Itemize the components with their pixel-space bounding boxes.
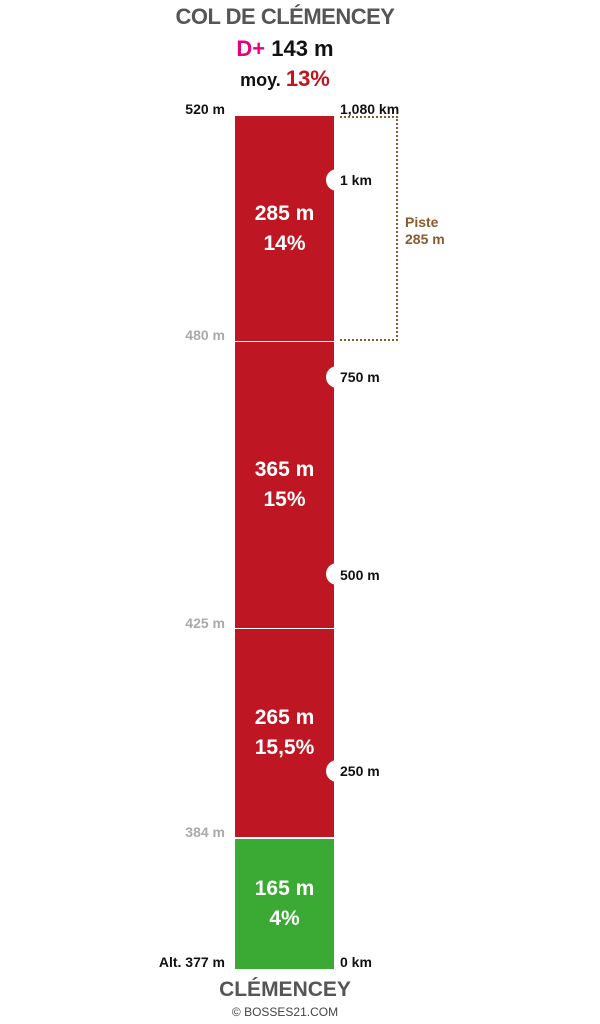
avg-value: 13%: [285, 66, 330, 91]
segment-1-length: 285 m: [254, 201, 315, 225]
distance-250m: 250 m: [340, 763, 380, 779]
segment-3-length: 265 m: [254, 706, 315, 729]
segment-4: 165 m 4%: [235, 839, 334, 969]
segment-2: 365 m 15%: [235, 342, 334, 628]
segment-4-length: 165 m: [254, 877, 315, 900]
copyright: © BOSSES21.COM: [231, 1005, 339, 1019]
altitude-384: 384 m: [185, 824, 225, 840]
altitude-base: Alt. 377 m: [158, 954, 225, 970]
distance-top: 1,080 km: [340, 101, 400, 117]
piste-bracket: [340, 116, 398, 341]
dplus-value: 143 m: [271, 36, 334, 61]
altitude-425: 425 m: [185, 615, 225, 631]
climb-title: COL DE CLÉMENCEY: [175, 4, 395, 29]
segment-1: 285 m 14%: [235, 116, 334, 341]
distance-1km: 1 km: [340, 172, 372, 188]
piste-length: 285 m: [405, 231, 445, 247]
altitude-top: 520 m: [185, 101, 225, 117]
elevation-gain: D+ 143 m: [0, 36, 570, 62]
start-location: CLÉMENCEY: [219, 978, 351, 1001]
notch-750m: [326, 366, 342, 388]
segment-3: 265 m 15,5%: [235, 629, 334, 837]
distance-500m: 500 m: [340, 567, 380, 583]
piste-annotation: Piste 285 m: [405, 214, 445, 248]
segment-2-grade: 15%: [263, 488, 306, 511]
segment-4-grade: 4%: [269, 907, 300, 930]
segment-2-length: 365 m: [254, 458, 315, 481]
distance-0km: 0 km: [340, 954, 372, 970]
notch-250m: [326, 760, 342, 782]
notch-500m: [326, 563, 342, 585]
piste-label: Piste: [405, 214, 439, 230]
dplus-label: D+: [236, 36, 266, 61]
notch-1km: [326, 169, 342, 191]
distance-750m: 750 m: [340, 369, 380, 385]
segment-1-grade: 14%: [263, 231, 306, 255]
average-grade: moy. 13%: [0, 66, 570, 92]
avg-label: moy.: [240, 70, 281, 90]
altitude-480: 480 m: [185, 327, 225, 343]
segment-3-grade: 15,5%: [254, 736, 315, 759]
